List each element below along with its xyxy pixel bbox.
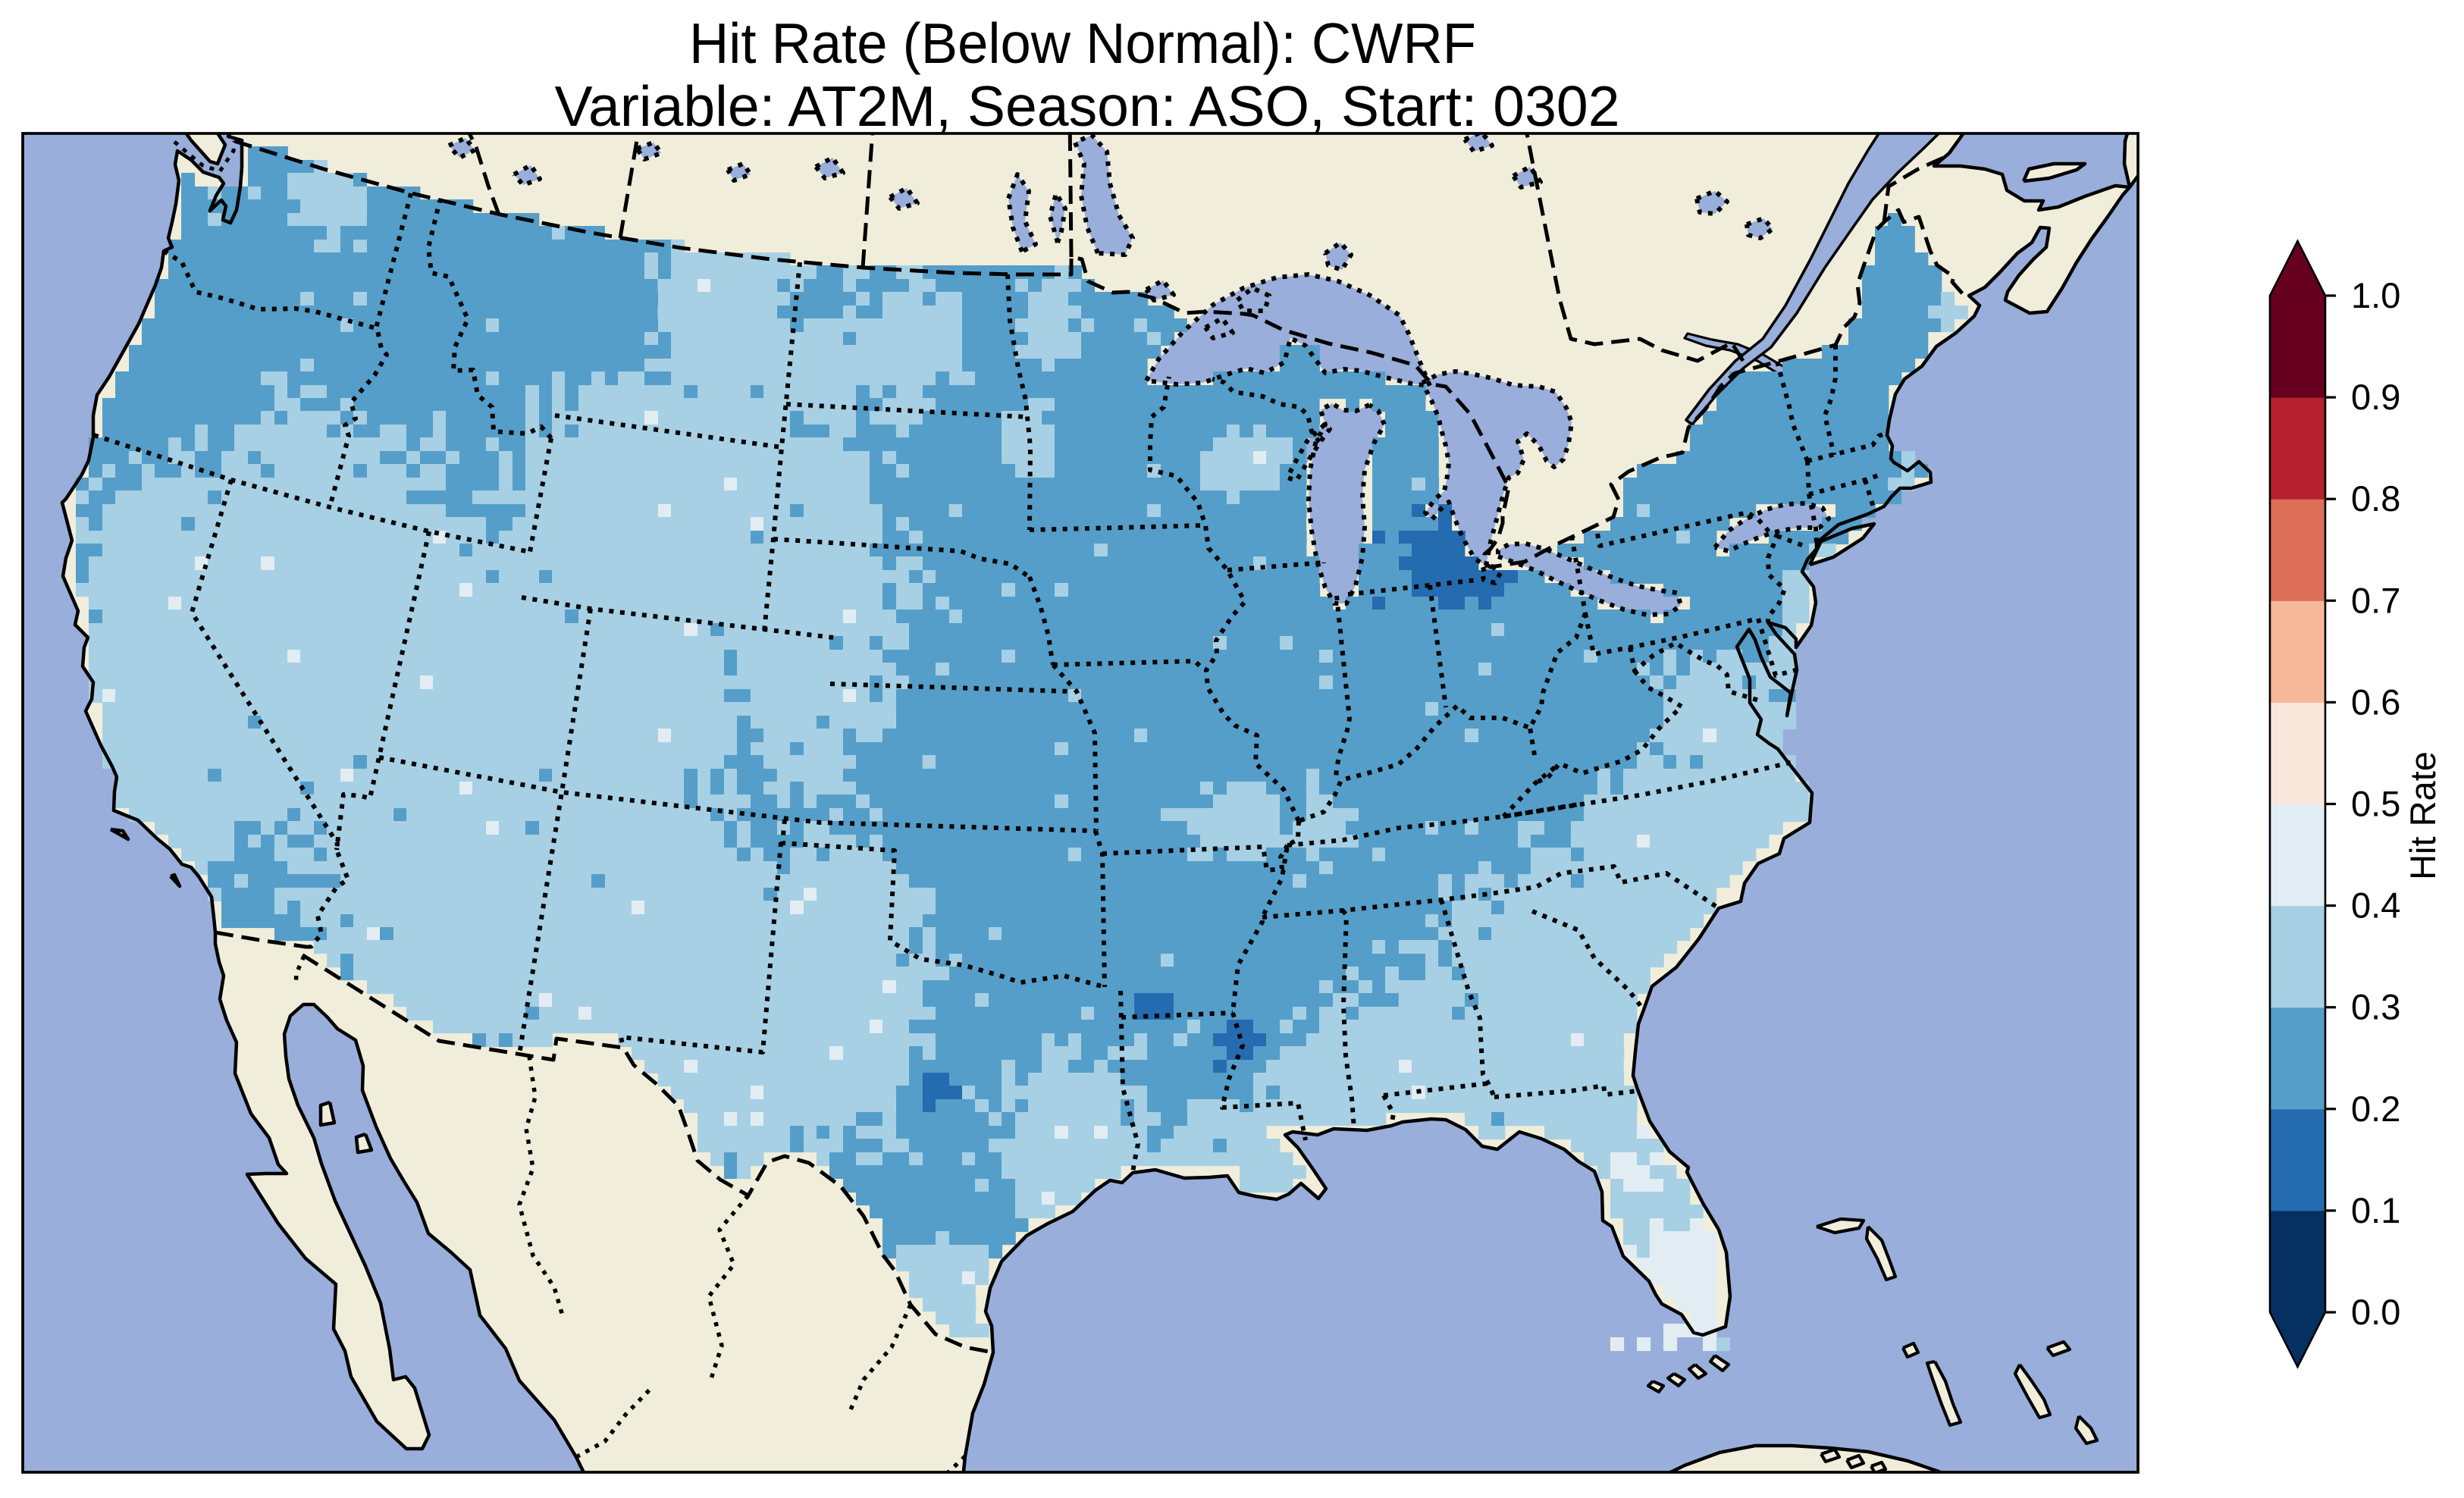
svg-text:0.9: 0.9 [2351,377,2400,417]
svg-text:0.7: 0.7 [2351,580,2400,620]
svg-text:0.8: 0.8 [2351,478,2400,519]
svg-text:Hit Rate: Hit Rate [2403,751,2443,880]
svg-text:0.5: 0.5 [2351,784,2400,824]
svg-text:Hit Rate (Below Normal): CWRF: Hit Rate (Below Normal): CWRF [689,11,1476,75]
svg-text:0.1: 0.1 [2351,1190,2400,1230]
svg-text:0.2: 0.2 [2351,1089,2400,1129]
svg-text:0.4: 0.4 [2351,885,2400,926]
svg-text:1.0: 1.0 [2351,275,2400,315]
svg-text:0.0: 0.0 [2351,1292,2400,1332]
svg-text:0.6: 0.6 [2351,682,2400,722]
svg-text:0.3: 0.3 [2351,987,2400,1027]
svg-text:Variable: AT2M, Season: ASO, S: Variable: AT2M, Season: ASO, Start: 0302 [555,74,1620,138]
